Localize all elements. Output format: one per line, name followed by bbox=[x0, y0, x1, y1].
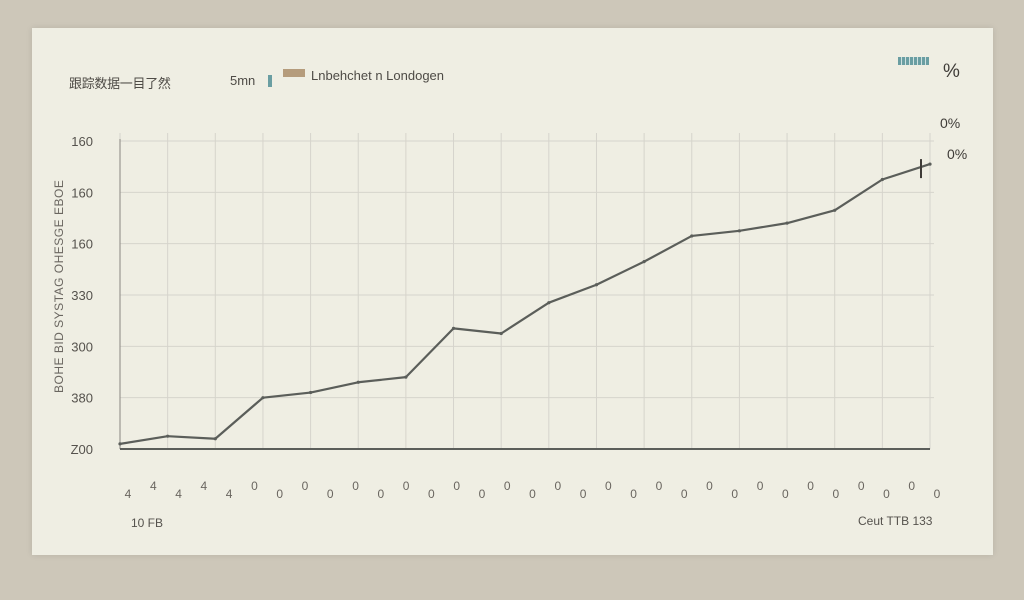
data-point bbox=[785, 221, 789, 225]
series-line bbox=[119, 163, 931, 445]
data-point bbox=[166, 434, 170, 438]
x-tick-label: 0 bbox=[807, 479, 814, 493]
data-point bbox=[833, 208, 837, 212]
data-point bbox=[118, 442, 122, 446]
x-tick-label: 0 bbox=[630, 487, 637, 501]
x-tick-label: 0 bbox=[605, 479, 612, 493]
line-chart: 160 160 160 330 300 380 Z00 4 4 4 4 4 0 0 0 0 0 0 0 0 0 0 0 0 0 0… bbox=[71, 133, 941, 501]
data-point bbox=[499, 331, 503, 336]
x-tick-label: 0 bbox=[276, 487, 283, 501]
y-tick-label: 160 bbox=[71, 134, 93, 149]
y-tick-label: 330 bbox=[71, 288, 93, 303]
x-tick-label: 0 bbox=[757, 479, 764, 493]
x-tick-label: 0 bbox=[251, 479, 258, 493]
x-tick-label: 0 bbox=[681, 487, 688, 501]
x-tick-label: 0 bbox=[479, 487, 486, 501]
data-point bbox=[308, 390, 313, 395]
x-tick-label: 0 bbox=[453, 479, 460, 493]
legend-swatch bbox=[283, 69, 305, 77]
x-tick-label: 4 bbox=[125, 487, 132, 501]
x-tick-label: 0 bbox=[833, 487, 840, 501]
data-point bbox=[451, 326, 456, 330]
y-axis-label: BOHE BID SYSTAG OHESGE EBOE bbox=[52, 179, 66, 393]
legend-label: Lnbehchet n Londogen bbox=[311, 68, 445, 83]
x-tick-label: 0 bbox=[883, 487, 890, 501]
data-point bbox=[737, 229, 742, 233]
x-tick-label: 0 bbox=[403, 479, 410, 493]
legend-accent-swatch bbox=[268, 75, 272, 87]
data-point bbox=[547, 301, 551, 305]
x-tick-label: 4 bbox=[175, 487, 182, 501]
data-point bbox=[213, 437, 217, 441]
corner-swatch bbox=[898, 57, 929, 65]
x-tick-label: 0 bbox=[327, 487, 334, 501]
chart-card: 160 160 160 330 300 380 Z00 4 4 4 4 4 0 0 0 0 0 0 0 0 0 0 0 0 0 0… bbox=[32, 28, 993, 555]
x-tick-label: 0 bbox=[782, 487, 789, 501]
chart-title-unit: 5mn bbox=[230, 73, 256, 88]
footer-right-label: Ceut TTB 133 bbox=[858, 514, 933, 528]
x-tick-label: 0 bbox=[529, 487, 536, 501]
y-tick-label: 300 bbox=[71, 339, 93, 354]
x-tick-label: 0 bbox=[352, 479, 359, 493]
footer-left-label: 10 FB bbox=[131, 516, 164, 530]
data-point bbox=[261, 396, 265, 400]
y-tick-label: Z00 bbox=[71, 442, 93, 457]
data-point bbox=[880, 177, 884, 182]
data-point bbox=[594, 283, 599, 287]
x-tick-label: 4 bbox=[150, 479, 157, 493]
x-tick-label: 4 bbox=[201, 479, 208, 493]
x-tick-label: 0 bbox=[428, 487, 435, 501]
y-tick-label: 380 bbox=[71, 391, 93, 406]
corner-percent-1: % bbox=[943, 61, 960, 82]
x-tick-label: 0 bbox=[706, 479, 713, 493]
x-tick-label: 0 bbox=[554, 479, 561, 493]
data-point bbox=[404, 375, 408, 379]
x-tick-label: 4 bbox=[226, 487, 233, 501]
x-tick-label: 0 bbox=[580, 487, 587, 501]
x-tick-label: 0 bbox=[731, 487, 738, 501]
x-tick-label: 0 bbox=[908, 479, 915, 493]
data-point bbox=[690, 234, 694, 238]
x-tick-label: 0 bbox=[302, 479, 309, 493]
corner-percent-2: 0% bbox=[940, 115, 961, 131]
data-point bbox=[356, 380, 360, 384]
x-tick-label: 0 bbox=[656, 479, 663, 493]
x-tick-label: 0 bbox=[504, 479, 511, 493]
chart-title: 跟踪数据一目了然 bbox=[69, 76, 171, 91]
y-tick-label: 160 bbox=[71, 237, 93, 252]
x-tick-label: 0 bbox=[858, 479, 865, 493]
data-point bbox=[928, 162, 932, 166]
data-point bbox=[642, 260, 646, 264]
corner-percent-3: 0% bbox=[947, 146, 968, 162]
x-tick-label: 0 bbox=[377, 487, 384, 501]
x-tick-label: 0 bbox=[934, 487, 941, 501]
y-tick-label: 160 bbox=[71, 185, 93, 200]
